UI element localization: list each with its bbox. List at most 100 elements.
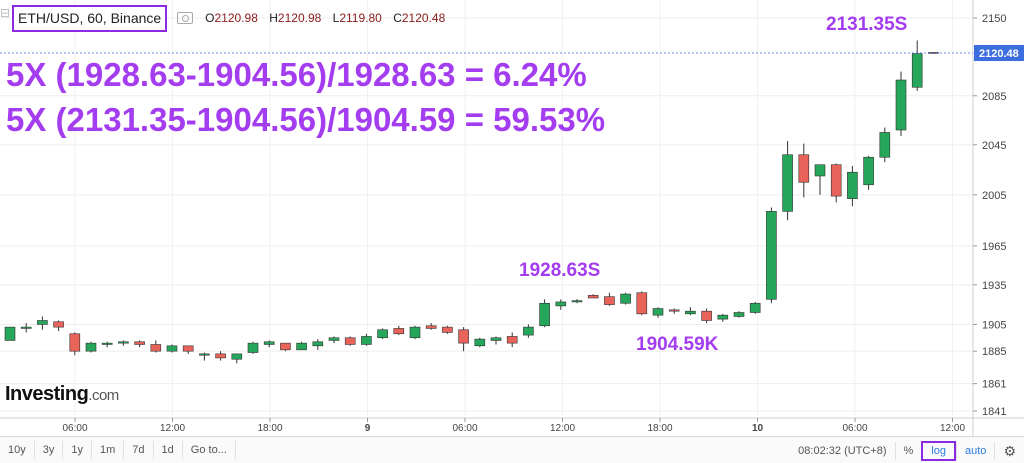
candle-body bbox=[895, 79, 907, 131]
price-axis[interactable]: 2150 2085 2045 2005 1965 1935 1905 1885 1861 1841 bbox=[972, 0, 1006, 436]
ohlc-readout: O2120.98 H2120.98 L2119.80 C2120.48 bbox=[205, 11, 453, 25]
range-10y-button[interactable]: 10y bbox=[0, 441, 35, 459]
open-label: O bbox=[205, 11, 215, 25]
candle-body bbox=[911, 53, 923, 88]
candle-body bbox=[620, 293, 631, 304]
y-tick-label: 2045 bbox=[982, 140, 1006, 152]
clock-readout: 08:02:32 (UTC+8) bbox=[790, 442, 894, 460]
last-price-tag bbox=[974, 45, 1024, 62]
candle-body bbox=[571, 300, 583, 303]
symbol-label: ETH/USD, 60, Binance bbox=[18, 10, 162, 26]
x-tick-label: 06:00 bbox=[452, 423, 477, 434]
y-tick-label: 2085 bbox=[982, 91, 1006, 103]
candle-body bbox=[4, 326, 16, 341]
candle-body bbox=[506, 336, 518, 344]
range-1y-button[interactable]: 1y bbox=[63, 441, 92, 459]
y-tick-label: 2150 bbox=[982, 13, 1006, 25]
candle-body bbox=[247, 342, 259, 353]
candle-body bbox=[393, 328, 405, 335]
candle-body bbox=[830, 164, 842, 197]
candle-body bbox=[749, 302, 761, 313]
candle-body bbox=[474, 338, 486, 347]
candle-body bbox=[847, 171, 858, 199]
range-7d-button[interactable]: 7d bbox=[124, 441, 154, 459]
candle-body bbox=[263, 341, 275, 345]
x-tick-label: 9 bbox=[365, 423, 371, 434]
candle-body bbox=[215, 353, 226, 359]
candle-body bbox=[312, 341, 324, 347]
candle-body bbox=[53, 321, 64, 328]
range-1d-button[interactable]: 1d bbox=[154, 441, 183, 459]
candle-body bbox=[668, 309, 680, 312]
candle-body bbox=[604, 296, 615, 305]
candle-body bbox=[20, 326, 32, 329]
candle-body bbox=[814, 164, 826, 177]
settings-gear-icon[interactable]: ⚙ bbox=[994, 441, 1024, 460]
candle-body bbox=[733, 312, 745, 317]
x-tick-label: 18:00 bbox=[647, 423, 672, 434]
close-value: 2120.48 bbox=[401, 11, 446, 25]
candle-body bbox=[101, 342, 113, 345]
annotation-mid: 1928.63S bbox=[519, 260, 601, 281]
range-1m-button[interactable]: 1m bbox=[92, 441, 125, 459]
candle-body bbox=[442, 326, 453, 333]
candle-body bbox=[425, 325, 437, 329]
x-tick-label: 18:00 bbox=[257, 423, 282, 434]
range-3y-button[interactable]: 3y bbox=[35, 441, 64, 459]
close-label: C bbox=[393, 11, 402, 25]
candle-body bbox=[328, 337, 340, 341]
logo-suffix: .com bbox=[88, 387, 119, 404]
candlestick-series bbox=[4, 40, 939, 364]
candle-body bbox=[134, 341, 145, 345]
y-tick-label: 1965 bbox=[982, 241, 1006, 253]
annotation-low: 1904.59K bbox=[636, 334, 719, 355]
log-scale-button[interactable]: log bbox=[921, 440, 957, 461]
candle-body bbox=[652, 308, 664, 316]
candle-body bbox=[701, 310, 712, 321]
candle-body bbox=[458, 329, 469, 344]
candle-body bbox=[150, 344, 162, 352]
y-tick-label: 2005 bbox=[982, 190, 1006, 202]
collapse-icon[interactable]: ⊟ bbox=[0, 6, 11, 20]
percent-scale-button[interactable]: % bbox=[894, 441, 922, 460]
candle-body bbox=[182, 345, 194, 352]
candle-body bbox=[280, 342, 291, 351]
x-tick-label: 12:00 bbox=[160, 423, 185, 434]
candle-body bbox=[636, 292, 648, 315]
y-tick-label: 1935 bbox=[982, 280, 1006, 292]
candle-body bbox=[166, 345, 178, 352]
candle-body bbox=[879, 132, 891, 158]
clock-timezone[interactable]: (UTC+8) bbox=[844, 444, 887, 457]
annotation-line-1: 5X (1928.63-1904.56)/1928.63 = 6.24% bbox=[6, 56, 587, 93]
symbol-box[interactable]: ETH/USD, 60, Binance bbox=[12, 4, 168, 32]
candle-body bbox=[798, 154, 810, 183]
goto-button[interactable]: Go to... bbox=[183, 441, 236, 459]
candle-body bbox=[296, 342, 307, 351]
y-tick-label: 1861 bbox=[982, 379, 1006, 391]
candle-body bbox=[231, 353, 243, 360]
candle-body bbox=[199, 353, 210, 356]
x-tick-label: 06:00 bbox=[62, 423, 87, 434]
candle-body bbox=[37, 320, 48, 325]
annotation-peak: 2131.35S bbox=[826, 14, 908, 35]
candle-body bbox=[118, 341, 129, 344]
x-tick-label: 10 bbox=[752, 423, 764, 434]
candle-body bbox=[555, 301, 567, 307]
candle-body bbox=[377, 329, 388, 339]
candle-body bbox=[69, 333, 81, 352]
toolbar-right: 08:02:32 (UTC+8) % log auto ⚙ bbox=[790, 437, 1024, 463]
candle-body bbox=[344, 337, 356, 345]
candle-body bbox=[539, 302, 550, 327]
auto-scale-button[interactable]: auto bbox=[956, 441, 994, 460]
time-axis[interactable]: 06:00 12:00 18:00 9 06:00 12:00 18:00 10 06:00 12… bbox=[0, 417, 1024, 434]
x-tick-label: 12:00 bbox=[940, 423, 965, 434]
x-tick-label: 06:00 bbox=[842, 423, 867, 434]
chart-header: ⊟ ETH/USD, 60, Binance O2120.98 H2120.98… bbox=[0, 3, 453, 33]
open-value: 2120.98 bbox=[214, 11, 258, 25]
investing-logo: Investing.com bbox=[5, 383, 119, 406]
high-label: H bbox=[269, 11, 278, 25]
candle-body bbox=[409, 326, 421, 339]
eye-icon[interactable] bbox=[177, 12, 194, 24]
